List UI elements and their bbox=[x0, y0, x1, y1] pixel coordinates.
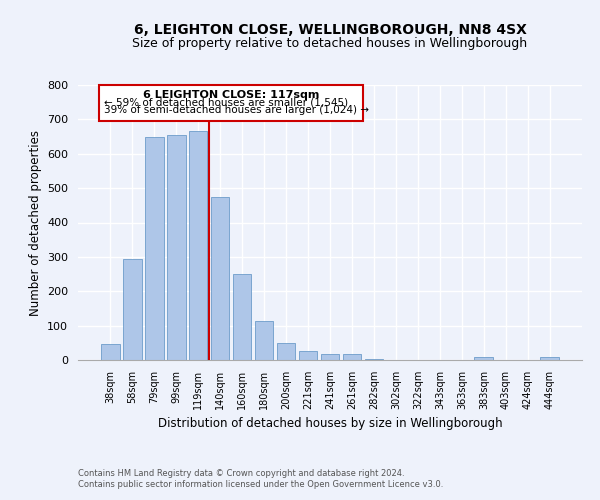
Bar bbox=[343, 354, 361, 360]
Text: Size of property relative to detached houses in Wellingborough: Size of property relative to detached ho… bbox=[133, 38, 527, 51]
Text: 39% of semi-detached houses are larger (1,024) →: 39% of semi-detached houses are larger (… bbox=[104, 105, 368, 115]
Bar bbox=[189, 132, 208, 360]
Bar bbox=[101, 344, 119, 360]
Bar bbox=[123, 258, 142, 360]
Bar bbox=[211, 196, 229, 360]
Bar bbox=[320, 354, 340, 360]
Text: Contains public sector information licensed under the Open Government Licence v3: Contains public sector information licen… bbox=[78, 480, 443, 489]
Y-axis label: Number of detached properties: Number of detached properties bbox=[29, 130, 41, 316]
Bar bbox=[277, 343, 295, 360]
Bar bbox=[167, 135, 185, 360]
Text: 6 LEIGHTON CLOSE: 117sqm: 6 LEIGHTON CLOSE: 117sqm bbox=[143, 90, 319, 100]
Bar bbox=[299, 350, 317, 360]
Text: ← 59% of detached houses are smaller (1,545): ← 59% of detached houses are smaller (1,… bbox=[104, 98, 348, 108]
Text: Contains HM Land Registry data © Crown copyright and database right 2024.: Contains HM Land Registry data © Crown c… bbox=[78, 468, 404, 477]
Text: 6, LEIGHTON CLOSE, WELLINGBOROUGH, NN8 4SX: 6, LEIGHTON CLOSE, WELLINGBOROUGH, NN8 4… bbox=[134, 22, 526, 36]
Bar bbox=[233, 274, 251, 360]
Bar bbox=[255, 321, 274, 360]
Bar bbox=[365, 359, 383, 360]
Bar bbox=[145, 136, 164, 360]
Bar bbox=[475, 357, 493, 360]
FancyBboxPatch shape bbox=[99, 85, 363, 121]
Bar bbox=[541, 357, 559, 360]
X-axis label: Distribution of detached houses by size in Wellingborough: Distribution of detached houses by size … bbox=[158, 418, 502, 430]
